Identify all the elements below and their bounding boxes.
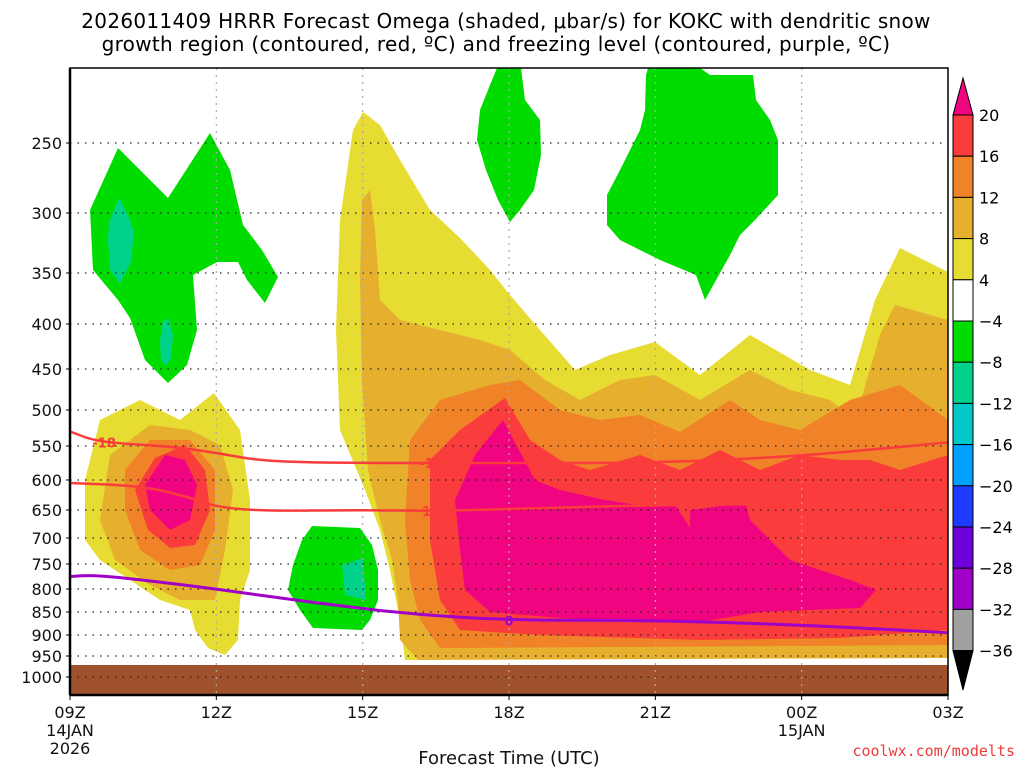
x-tick-label: 21Z <box>640 703 671 722</box>
colorbar-bin <box>952 402 974 446</box>
credit-link[interactable]: coolwx.com/modelts <box>852 742 1015 760</box>
colorbar-label: 4 <box>979 271 989 290</box>
contour-label: 12 <box>422 505 440 520</box>
contour-freezing-level-0 <box>70 574 948 635</box>
y-tick-label: 600 <box>31 471 62 490</box>
colorbar-bin <box>952 485 974 528</box>
contour-label: 0 <box>504 614 513 629</box>
contour-label: -18 <box>92 436 116 451</box>
x-tick-sublabel: 14JAN <box>46 721 94 740</box>
y-tick-label: 900 <box>31 626 62 645</box>
colorbar-label: −24 <box>979 518 1013 537</box>
y-tick-label: 650 <box>31 501 62 520</box>
plot-area: -18 -18 12 12 0 <box>70 68 948 695</box>
colorbar-label: −20 <box>979 477 1013 496</box>
colorbar-bin <box>952 361 974 404</box>
contours: -18 -18 12 12 0 <box>70 430 948 635</box>
colorbar-bottom-arrow <box>952 650 974 691</box>
colorbar-label: −28 <box>979 559 1013 578</box>
colorbar-label: −36 <box>979 642 1013 661</box>
chart-title-line2: growth region (contoured, red, ºC) and f… <box>101 32 891 56</box>
y-tick-label: 1000 <box>21 668 62 687</box>
y-tick-label: 450 <box>31 360 62 379</box>
y-tick-label: 500 <box>31 401 62 420</box>
y-tick-label: 250 <box>31 134 62 153</box>
x-tick-label: 00Z <box>786 703 817 722</box>
y-tick-label: 850 <box>31 603 62 622</box>
omega-region-green-top-right <box>607 68 778 300</box>
colorbar-bin <box>952 155 974 198</box>
contour-label: 12 <box>773 498 791 513</box>
y-tick-label: 350 <box>31 264 62 283</box>
x-tick-sublabel: 15JAN <box>778 721 826 740</box>
colorbar-label: −32 <box>979 600 1013 619</box>
y-tick-label: 700 <box>31 529 62 548</box>
colorbar-label: −8 <box>979 353 1003 372</box>
omega-region-magenta-main-right <box>690 503 876 612</box>
x-tick-label: 03Z <box>932 703 963 722</box>
x-tick-label: 18Z <box>493 703 524 722</box>
y-tick-label: 750 <box>31 555 62 574</box>
x-axis-title: Forecast Time (UTC) <box>418 748 599 768</box>
colorbar-label: 12 <box>979 188 999 207</box>
colorbar-label: −4 <box>979 312 1003 331</box>
omega-region-teal-b <box>160 318 173 366</box>
omega-region-teal-a <box>108 148 134 284</box>
colorbar-bin <box>952 238 974 281</box>
omega-region-green-lower <box>288 526 378 630</box>
colorbar-label: −16 <box>979 436 1013 455</box>
colorbar: 20 16 12 8 4 −4 −8 −12 −16 −20 −24 −28 −32 −36 <box>952 76 1013 691</box>
colorbar-bin <box>952 567 974 610</box>
colorbar-top-arrow <box>952 76 974 116</box>
colorbar-label: 8 <box>979 230 989 249</box>
contour-dendritic-minus12 <box>70 481 778 512</box>
x-tick-sublabel: 2026 <box>50 739 91 758</box>
y-tick-label: 550 <box>31 437 62 456</box>
colorbar-bin <box>952 279 974 322</box>
y-tick-label: 400 <box>31 315 62 334</box>
colorbar-label: −12 <box>979 394 1013 413</box>
colorbar-label: 16 <box>979 147 999 166</box>
colorbar-bin <box>952 114 974 157</box>
y-tick-label: 800 <box>31 580 62 599</box>
contour-dendritic-minus18 <box>70 430 948 465</box>
colorbar-bin <box>952 320 974 363</box>
omega-region-green-upper-left <box>90 133 278 383</box>
colorbar-label: 20 <box>979 106 999 125</box>
chart-title-line1: 2026011409 HRRR Forecast Omega (shaded, … <box>81 9 931 33</box>
colorbar-bin <box>952 196 974 240</box>
colorbar-bin <box>952 526 974 569</box>
y-axis-ticks: 250 300 350 400 450 500 550 600 650 700 750 800 850 9… <box>21 134 70 687</box>
contour-label: -18 <box>419 457 443 472</box>
y-tick-label: 950 <box>31 647 62 666</box>
colorbar-bin <box>952 444 974 487</box>
x-tick-label: 09Z <box>54 703 85 722</box>
x-tick-label: 15Z <box>347 703 378 722</box>
colorbar-bin <box>952 608 974 652</box>
omega-shading <box>85 68 948 695</box>
y-tick-label: 300 <box>31 204 62 223</box>
x-tick-label: 12Z <box>201 703 232 722</box>
ground-layer <box>70 665 948 695</box>
